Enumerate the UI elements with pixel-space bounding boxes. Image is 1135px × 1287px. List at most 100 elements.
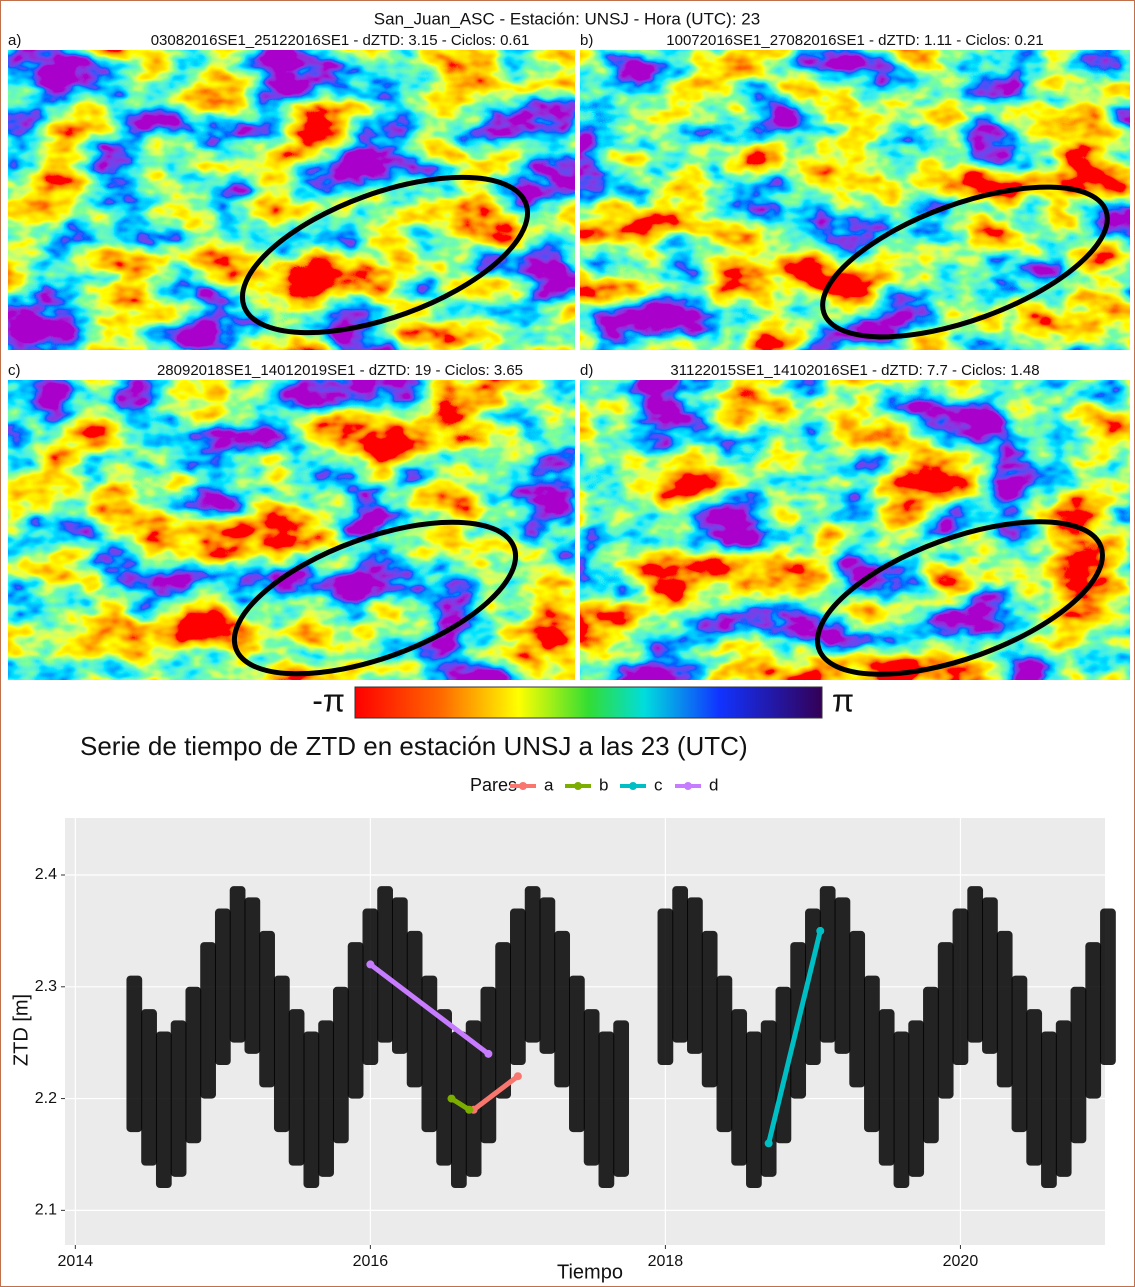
point-cloud xyxy=(1100,908,1116,1066)
point-cloud xyxy=(259,930,275,1088)
panel-title: 31122015SE1_14102016SE1 - dZTD: 7.7 - Ci… xyxy=(670,362,1039,379)
point-cloud xyxy=(672,886,689,1043)
point-cloud xyxy=(554,930,571,1088)
interferogram xyxy=(580,380,1130,680)
point-cloud xyxy=(495,942,512,1099)
point-cloud xyxy=(421,975,438,1133)
panel-c: c) 28092018SE1_14012019SE1 - dZTD: 19 - … xyxy=(8,362,575,680)
point-cloud xyxy=(539,897,556,1054)
point-cloud xyxy=(878,1009,895,1166)
point-cloud xyxy=(362,908,379,1066)
panel-d: d) 31122015SE1_14102016SE1 - dZTD: 7.7 -… xyxy=(580,362,1130,680)
point-cloud xyxy=(524,886,541,1043)
point-cloud xyxy=(1070,986,1087,1144)
colorbar-min: -π xyxy=(312,682,345,718)
point-cloud xyxy=(200,942,216,1099)
point-cloud xyxy=(583,1009,600,1166)
legend-key-dot xyxy=(629,782,637,790)
point-cloud xyxy=(141,1009,157,1166)
x-axis-title: Tiempo xyxy=(557,1261,623,1283)
point-cloud xyxy=(701,930,718,1088)
x-tick-label: 2014 xyxy=(58,1253,94,1270)
ellipse xyxy=(820,184,1110,340)
point-cloud xyxy=(952,908,969,1066)
point-cloud xyxy=(273,975,290,1133)
pair-point xyxy=(513,1072,522,1081)
point-cloud xyxy=(923,986,939,1144)
point-cloud xyxy=(1041,1031,1057,1188)
legend-label: c xyxy=(654,775,663,794)
point-cloud xyxy=(760,1020,777,1177)
panel-label: c) xyxy=(8,362,21,379)
ellipse xyxy=(239,174,531,336)
point-cloud xyxy=(214,908,231,1066)
point-cloud xyxy=(982,897,998,1054)
pair-point xyxy=(366,960,375,969)
colorbar xyxy=(354,686,823,719)
point-cloud xyxy=(332,986,349,1144)
figure-title: San_Juan_ASC - Estación: UNSJ - Hora (UT… xyxy=(374,9,760,28)
pair-line xyxy=(766,930,823,1144)
point-cloud xyxy=(1055,1020,1072,1177)
pair-point xyxy=(447,1094,456,1103)
point-cloud xyxy=(937,942,954,1099)
y-axis-title: ZTD [m] xyxy=(10,994,32,1066)
y-tick-label: 2.3 xyxy=(35,978,57,995)
point-cloud xyxy=(450,1031,467,1188)
ellipse xyxy=(231,519,519,677)
point-cloud xyxy=(834,897,851,1054)
ellipse xyxy=(815,519,1105,677)
interferogram xyxy=(8,50,575,350)
pair-line xyxy=(472,1074,520,1112)
point-cloud xyxy=(569,975,585,1133)
point-cloud xyxy=(893,1031,910,1188)
legend-title: Pares xyxy=(470,775,517,795)
legend-label: b xyxy=(599,775,608,794)
panel-a: a) 03082016SE1_25122016SE1 - dZTD: 3.15 … xyxy=(8,32,575,350)
point-cloud xyxy=(716,975,733,1133)
y-tick-label: 2.2 xyxy=(35,1090,57,1107)
point-cloud xyxy=(288,1009,305,1166)
point-cloud xyxy=(908,1020,925,1177)
x-tick-label: 2018 xyxy=(648,1253,684,1270)
point-cloud xyxy=(244,897,261,1054)
panel-title: 28092018SE1_14012019SE1 - dZTD: 19 - Cic… xyxy=(157,362,523,379)
point-cloud xyxy=(996,930,1013,1088)
point-cloud xyxy=(465,1020,482,1177)
interferogram xyxy=(580,50,1130,350)
point-cloud xyxy=(391,897,408,1054)
point-cloud xyxy=(657,908,674,1066)
legend-label: d xyxy=(709,775,718,794)
point-cloud xyxy=(864,975,880,1133)
pair-point xyxy=(816,926,825,935)
point-cloud xyxy=(170,1020,187,1177)
legend-key-dot xyxy=(684,782,692,790)
chart-title: Serie de tiempo de ZTD en estación UNSJ … xyxy=(80,731,748,761)
legend-label: a xyxy=(544,775,554,794)
x-tick-label: 2016 xyxy=(353,1253,389,1270)
pair-line xyxy=(368,962,490,1056)
point-cloud xyxy=(746,1031,762,1188)
panel-b: b) 10072016SE1_27082016SE1 - dZTD: 1.11 … xyxy=(580,32,1130,350)
pair-point xyxy=(465,1105,474,1114)
point-cloud xyxy=(318,1020,334,1177)
point-cloud xyxy=(377,886,393,1043)
pair-point xyxy=(484,1049,493,1058)
legend-key-dot xyxy=(519,782,527,790)
point-cloud xyxy=(126,975,143,1133)
point-cloud xyxy=(347,942,364,1099)
y-tick-label: 2.1 xyxy=(35,1202,57,1219)
panel-label: b) xyxy=(580,32,593,49)
point-cloud xyxy=(819,886,836,1043)
point-cloud xyxy=(229,886,246,1043)
x-tick-label: 2020 xyxy=(943,1253,979,1270)
point-cloud xyxy=(155,1031,172,1188)
point-cloud xyxy=(406,930,423,1088)
point-cloud xyxy=(687,897,703,1054)
point-cloud xyxy=(510,908,526,1066)
panel-label: d) xyxy=(580,362,593,379)
legend-key-dot xyxy=(574,782,582,790)
point-cloud xyxy=(1011,975,1028,1133)
panel-title: 03082016SE1_25122016SE1 - dZTD: 3.15 - C… xyxy=(151,32,530,49)
point-cloud xyxy=(967,886,984,1043)
